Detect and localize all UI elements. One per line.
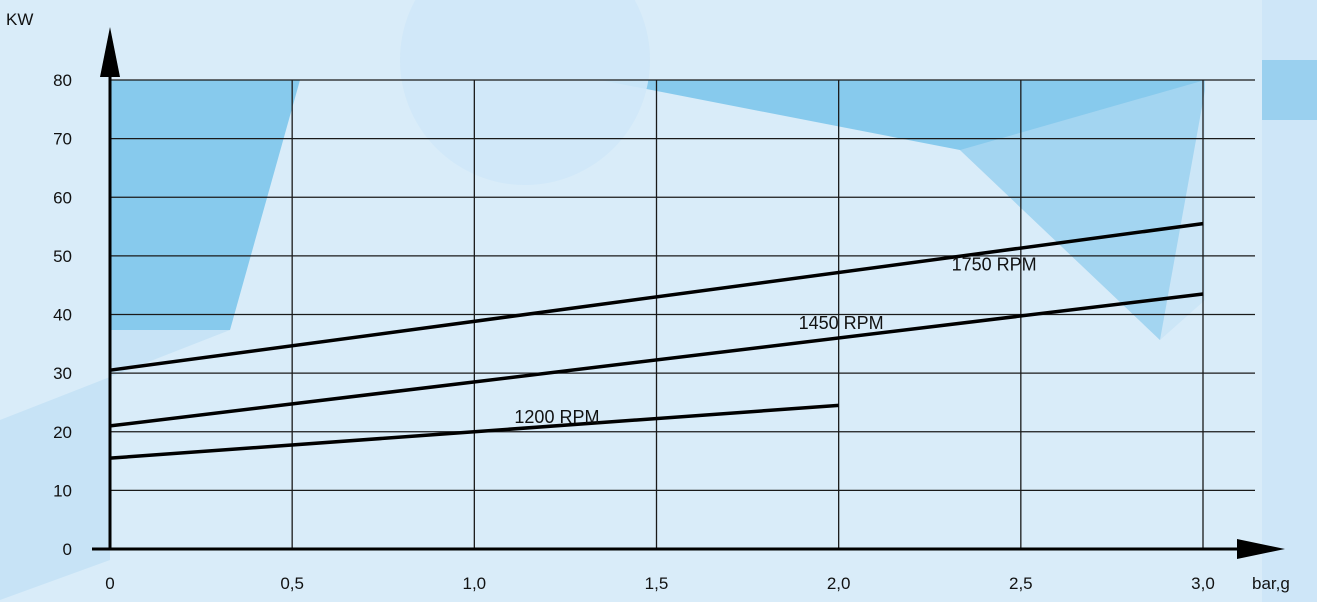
axes [92, 27, 1285, 559]
y-tick-label: 70 [53, 130, 72, 149]
y-tick-label: 80 [53, 71, 72, 90]
x-tick-label: 2,0 [827, 574, 851, 593]
series-labels: 1750 RPM 1450 RPM 1200 RPM [514, 255, 1036, 427]
y-axis-title: KW [6, 10, 33, 29]
y-tick-label: 0 [63, 540, 72, 559]
x-tick-label: 0,5 [280, 574, 304, 593]
series-lines [109, 221, 1204, 460]
y-tick-label: 20 [53, 423, 72, 442]
x-tick-label: 2,5 [1009, 574, 1033, 593]
x-axis-arrow [1237, 539, 1285, 559]
y-axis-arrow [100, 27, 120, 77]
grid [110, 79, 1255, 549]
x-tick-label: 1,0 [463, 574, 487, 593]
x-tick-label: 1,5 [645, 574, 669, 593]
y-tick-label: 10 [53, 481, 72, 500]
series-line [109, 403, 839, 460]
series-label: 1450 RPM [799, 313, 884, 333]
tick-labels: 0 10 20 30 40 50 60 70 80 0 0,5 1,0 1,5 2,0 2,5 3,0 [53, 71, 1215, 593]
series-label: 1750 RPM [952, 255, 1037, 275]
y-tick-label: 50 [53, 247, 72, 266]
x-axis-title: bar,g [1252, 574, 1290, 593]
y-tick-label: 40 [53, 306, 72, 325]
x-tick-label: 3,0 [1191, 574, 1215, 593]
x-tick-label: 0 [105, 574, 114, 593]
y-tick-label: 60 [53, 188, 72, 207]
series-line [109, 292, 1204, 428]
series-label: 1200 RPM [514, 407, 599, 427]
series-line [109, 221, 1204, 372]
y-tick-label: 30 [53, 364, 72, 383]
